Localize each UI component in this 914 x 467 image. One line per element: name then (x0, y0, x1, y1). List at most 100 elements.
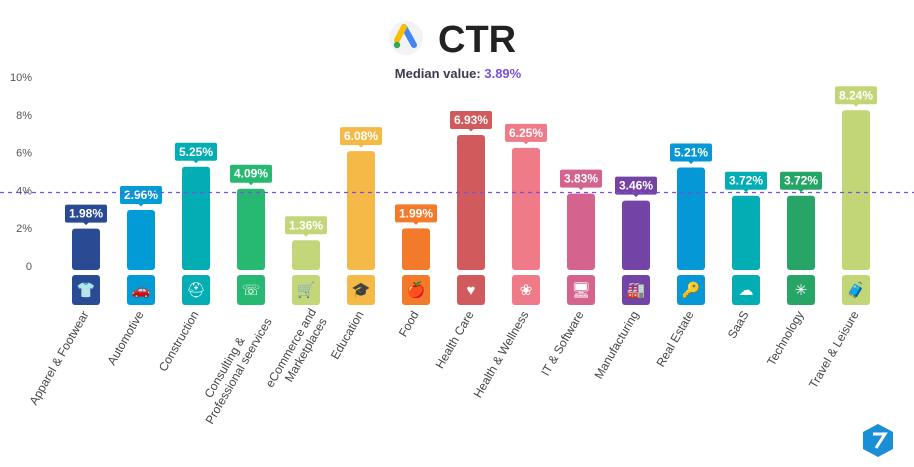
svg-text:🚗: 🚗 (132, 282, 151, 299)
category-label: Health Care (432, 308, 476, 371)
bar (402, 228, 430, 270)
bar (237, 188, 265, 270)
svg-text:🖥: 🖥 (571, 282, 590, 299)
svg-text:🛒: 🛒 (297, 281, 316, 299)
svg-text:🔑: 🔑 (682, 280, 701, 299)
data-label-text: 3.83% (564, 172, 598, 186)
car-icon: 🚗 (127, 275, 155, 305)
bar-group: 5.21% 🔑 (670, 143, 712, 305)
median-label: Median value: (395, 66, 481, 81)
touch-network-icon: ✳ (787, 275, 815, 305)
data-label: 8.24% (835, 86, 877, 107)
data-label: 6.25% (505, 123, 547, 145)
bar (127, 210, 155, 270)
data-label-text: 6.93% (454, 113, 488, 127)
bar-group: 8.24% 🧳 (835, 86, 877, 305)
data-label: 3.72% (725, 171, 767, 193)
y-tick-label: 10% (10, 72, 32, 84)
category-label: Travel & Leisure (806, 308, 862, 391)
tshirt-icon: 👕 (72, 275, 100, 305)
bar-group: 4.09% ☏ (230, 164, 272, 305)
bar (567, 193, 595, 270)
bar-group: 6.08% 🎓 (340, 127, 382, 305)
bar-group: 5.25% ⛑ (175, 142, 217, 305)
house-key-icon: 🔑 (677, 275, 705, 305)
data-label: 3.83% (560, 169, 602, 191)
category-label: Automotive (104, 308, 146, 367)
category-label: Food (396, 309, 422, 340)
data-label-text: 3.72% (784, 174, 818, 188)
bar-group: 1.98% 👕 (65, 204, 107, 305)
y-tick-label: 6% (16, 148, 32, 160)
svg-text:👕: 👕 (77, 282, 96, 299)
svg-text:⛑: ⛑ (186, 282, 205, 299)
data-label: 5.21% (670, 143, 712, 165)
brand-hexagon-icon (863, 424, 893, 457)
data-label-text: 3.72% (729, 174, 763, 188)
chart-title: CTR (438, 19, 516, 61)
category-label: Manufacturing (591, 309, 641, 382)
data-label: 2.96% (120, 186, 162, 207)
bar (182, 166, 210, 270)
category-label: Education (328, 309, 367, 362)
svg-text:☏: ☏ (242, 282, 261, 299)
category-label: Health & Wellness (471, 309, 532, 401)
bar (457, 135, 485, 270)
data-label: 1.36% (285, 216, 327, 237)
category-label: SaaS (725, 309, 752, 341)
y-tick-label: 2% (16, 223, 32, 235)
bar-group: 3.72% ☁ (725, 171, 767, 305)
bar (72, 228, 100, 270)
data-label: 5.25% (175, 142, 217, 164)
graduation-cap-icon: 🎓 (347, 275, 375, 305)
data-label-text: 3.46% (619, 179, 653, 193)
svg-text:🍎: 🍎 (407, 280, 426, 299)
svg-text:♥: ♥ (467, 282, 476, 299)
category-label: Construction (156, 309, 202, 374)
y-tick-label: 0 (26, 261, 32, 273)
monitor-code-icon: 🖥 (567, 275, 595, 305)
suitcase-icon: 🧳 (842, 275, 870, 305)
category-label: IT & Software (538, 308, 587, 378)
cloud-icon: ☁ (732, 275, 760, 305)
svg-text:🧳: 🧳 (847, 281, 866, 299)
bar-group: 3.83% 🖥 (560, 169, 602, 305)
data-label: 1.99% (395, 204, 437, 225)
data-label: 6.93% (450, 111, 492, 132)
data-label-text: 1.98% (69, 207, 103, 221)
category-label: eCommerce andMarketplaces (263, 306, 332, 397)
data-label: 1.98% (65, 204, 107, 226)
bar-group: 2.96% 🚗 (120, 186, 162, 305)
heartbeat-icon: ♥ (457, 275, 485, 305)
category-label: Technology (764, 309, 806, 369)
bar-group: 6.93% ♥ (450, 111, 492, 305)
apple-icon: 🍎 (402, 275, 430, 305)
bar-group: 3.72% ✳ (780, 171, 822, 305)
bar (677, 167, 705, 270)
data-label-text: 6.25% (509, 126, 543, 140)
factory-icon: 🏭 (622, 275, 650, 305)
hard-hat-icon: ⛑ (182, 275, 210, 305)
bar (732, 195, 760, 270)
svg-text:✳: ✳ (795, 282, 808, 299)
bar-group: 1.99% 🍎 (395, 204, 437, 305)
data-label-text: 8.24% (839, 88, 873, 102)
bar-group: 3.46% 🏭 (615, 176, 657, 305)
category-label: Consulting &Professional seervices (190, 309, 274, 427)
data-label-text: 1.99% (399, 206, 433, 220)
chart-subtitle: Median value: 3.89% (395, 66, 522, 81)
data-label: 6.08% (340, 127, 382, 148)
bar (347, 151, 375, 270)
category-label: Apparel & Footwear (26, 309, 91, 408)
bar (512, 147, 540, 270)
data-label: 3.72% (780, 171, 822, 193)
bar (622, 200, 650, 270)
data-label-text: 2.96% (124, 188, 158, 202)
google-ads-logo-icon (389, 21, 423, 55)
data-label: 4.09% (230, 164, 272, 186)
svg-text:❀: ❀ (520, 282, 533, 299)
data-label-text: 4.09% (234, 167, 268, 181)
y-tick-label: 4% (16, 185, 32, 197)
bar (842, 110, 870, 270)
